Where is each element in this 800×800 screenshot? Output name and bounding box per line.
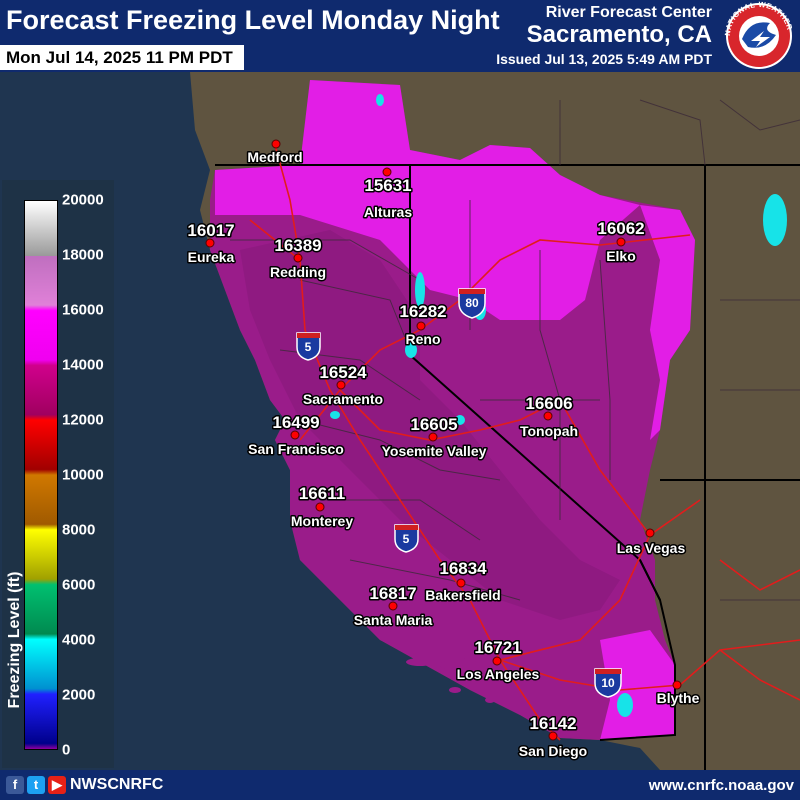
station-name-las-vegas: Las Vegas [617,540,686,556]
interstate-shield-5: 5 [296,332,321,361]
station-value-redding: 16389 [274,236,321,255]
svg-text:10: 10 [601,676,615,690]
legend-tick: 4000 [62,631,96,649]
legend-tick: 6000 [62,576,96,594]
station-value-eureka: 16017 [187,221,234,240]
station-value-yosemite: 16605 [410,415,457,434]
station-name-alturas: Alturas [364,204,412,220]
legend-tick: 18000 [62,246,104,264]
valid-time: Mon Jul 14, 2025 11 PM PDT [0,45,244,70]
station-value-alturas: 15631 [364,176,411,195]
station-value-santa-maria: 16817 [369,584,416,603]
color-bar [24,200,58,750]
legend-tick: 8000 [62,521,96,539]
station-name-sacramento: Sacramento [303,391,383,407]
legend-tick: 12000 [62,411,104,429]
legend-tick: 2000 [62,686,96,704]
station-name-medford: Medford [247,149,302,165]
station-name-san-diego: San Diego [519,743,587,759]
legend-tick: 0 [62,741,71,759]
station-name-yosemite: Yosemite Valley [382,443,487,459]
svg-text:5: 5 [403,532,410,546]
legend-tick: 20000 [62,191,104,209]
station-name-redding: Redding [270,264,326,280]
interstate-shield-5: 5 [394,524,419,553]
station-value-los-angeles: 16721 [474,638,521,657]
station-labels: Medford 15631 Alturas 16017 Eureka 16389… [186,148,701,761]
station-name-monterey: Monterey [291,513,353,529]
website-link[interactable]: www.cnrfc.noaa.gov [648,777,794,794]
station-name-elko: Elko [606,248,636,264]
issued-time: Issued Jul 13, 2025 5:49 AM PDT [496,51,712,67]
station-value-bakersfield: 16834 [439,559,487,578]
station-name-bakersfield: Bakersfield [425,587,500,603]
freezing-level-high [215,80,640,320]
office-name: River Forecast Center [545,4,712,21]
station-name-san-francisco: San Francisco [248,441,344,457]
footer-bar [0,770,800,800]
office-city: Sacramento, CA [526,21,712,48]
interstate-shield-80: 80 [458,288,486,319]
interstate-shield-10: 10 [594,668,622,698]
station-name-reno: Reno [406,331,441,347]
station-value-monterey: 16611 [299,484,345,503]
legend-tick: 16000 [62,301,104,319]
station-value-san-francisco: 16499 [272,413,319,432]
social-handle[interactable]: NWSCNRFC [70,776,164,793]
station-name-santa-maria: Santa Maria [354,612,433,628]
legend-tick: 10000 [62,466,104,484]
station-value-sacramento: 16524 [319,363,367,382]
station-value-reno: 16282 [399,302,446,321]
svg-text:80: 80 [465,296,479,310]
legend-tick: 14000 [62,356,104,374]
page-title: Forecast Freezing Level Monday Night [6,5,500,35]
station-dots [205,139,682,741]
svg-text:5: 5 [305,340,312,354]
station-value-tonopah: 16606 [525,394,572,413]
station-value-elko: 16062 [597,219,644,238]
station-name-tonopah: Tonopah [520,423,578,439]
station-name-eureka: Eureka [188,249,235,265]
station-name-blythe: Blythe [657,690,700,706]
color-legend: Freezing Level (ft) 20000 18000 16000 14… [2,180,114,768]
twitter-icon[interactable]: t [27,776,45,794]
station-value-san-diego: 16142 [529,714,576,733]
station-name-los-angeles: Los Angeles [457,666,540,682]
youtube-icon[interactable]: ▶ [48,776,66,794]
legend-title: Freezing Level (ft) [6,571,23,709]
nws-logo[interactable]: NATIONAL WEATHER SERVICE [720,1,798,71]
facebook-icon[interactable]: f [6,776,24,794]
